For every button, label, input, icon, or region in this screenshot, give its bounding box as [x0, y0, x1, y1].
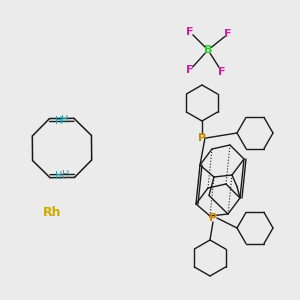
Text: B: B [204, 45, 212, 55]
Text: Rh: Rh [43, 206, 61, 220]
Text: H: H [62, 170, 69, 181]
Text: F: F [186, 65, 194, 75]
Text: H: H [55, 171, 63, 181]
Text: H: H [61, 115, 69, 125]
Text: F: F [224, 29, 232, 39]
Text: F: F [186, 27, 194, 37]
Text: P: P [209, 213, 217, 223]
Text: P: P [198, 133, 206, 143]
Text: F: F [218, 67, 226, 77]
Text: H: H [55, 116, 62, 125]
